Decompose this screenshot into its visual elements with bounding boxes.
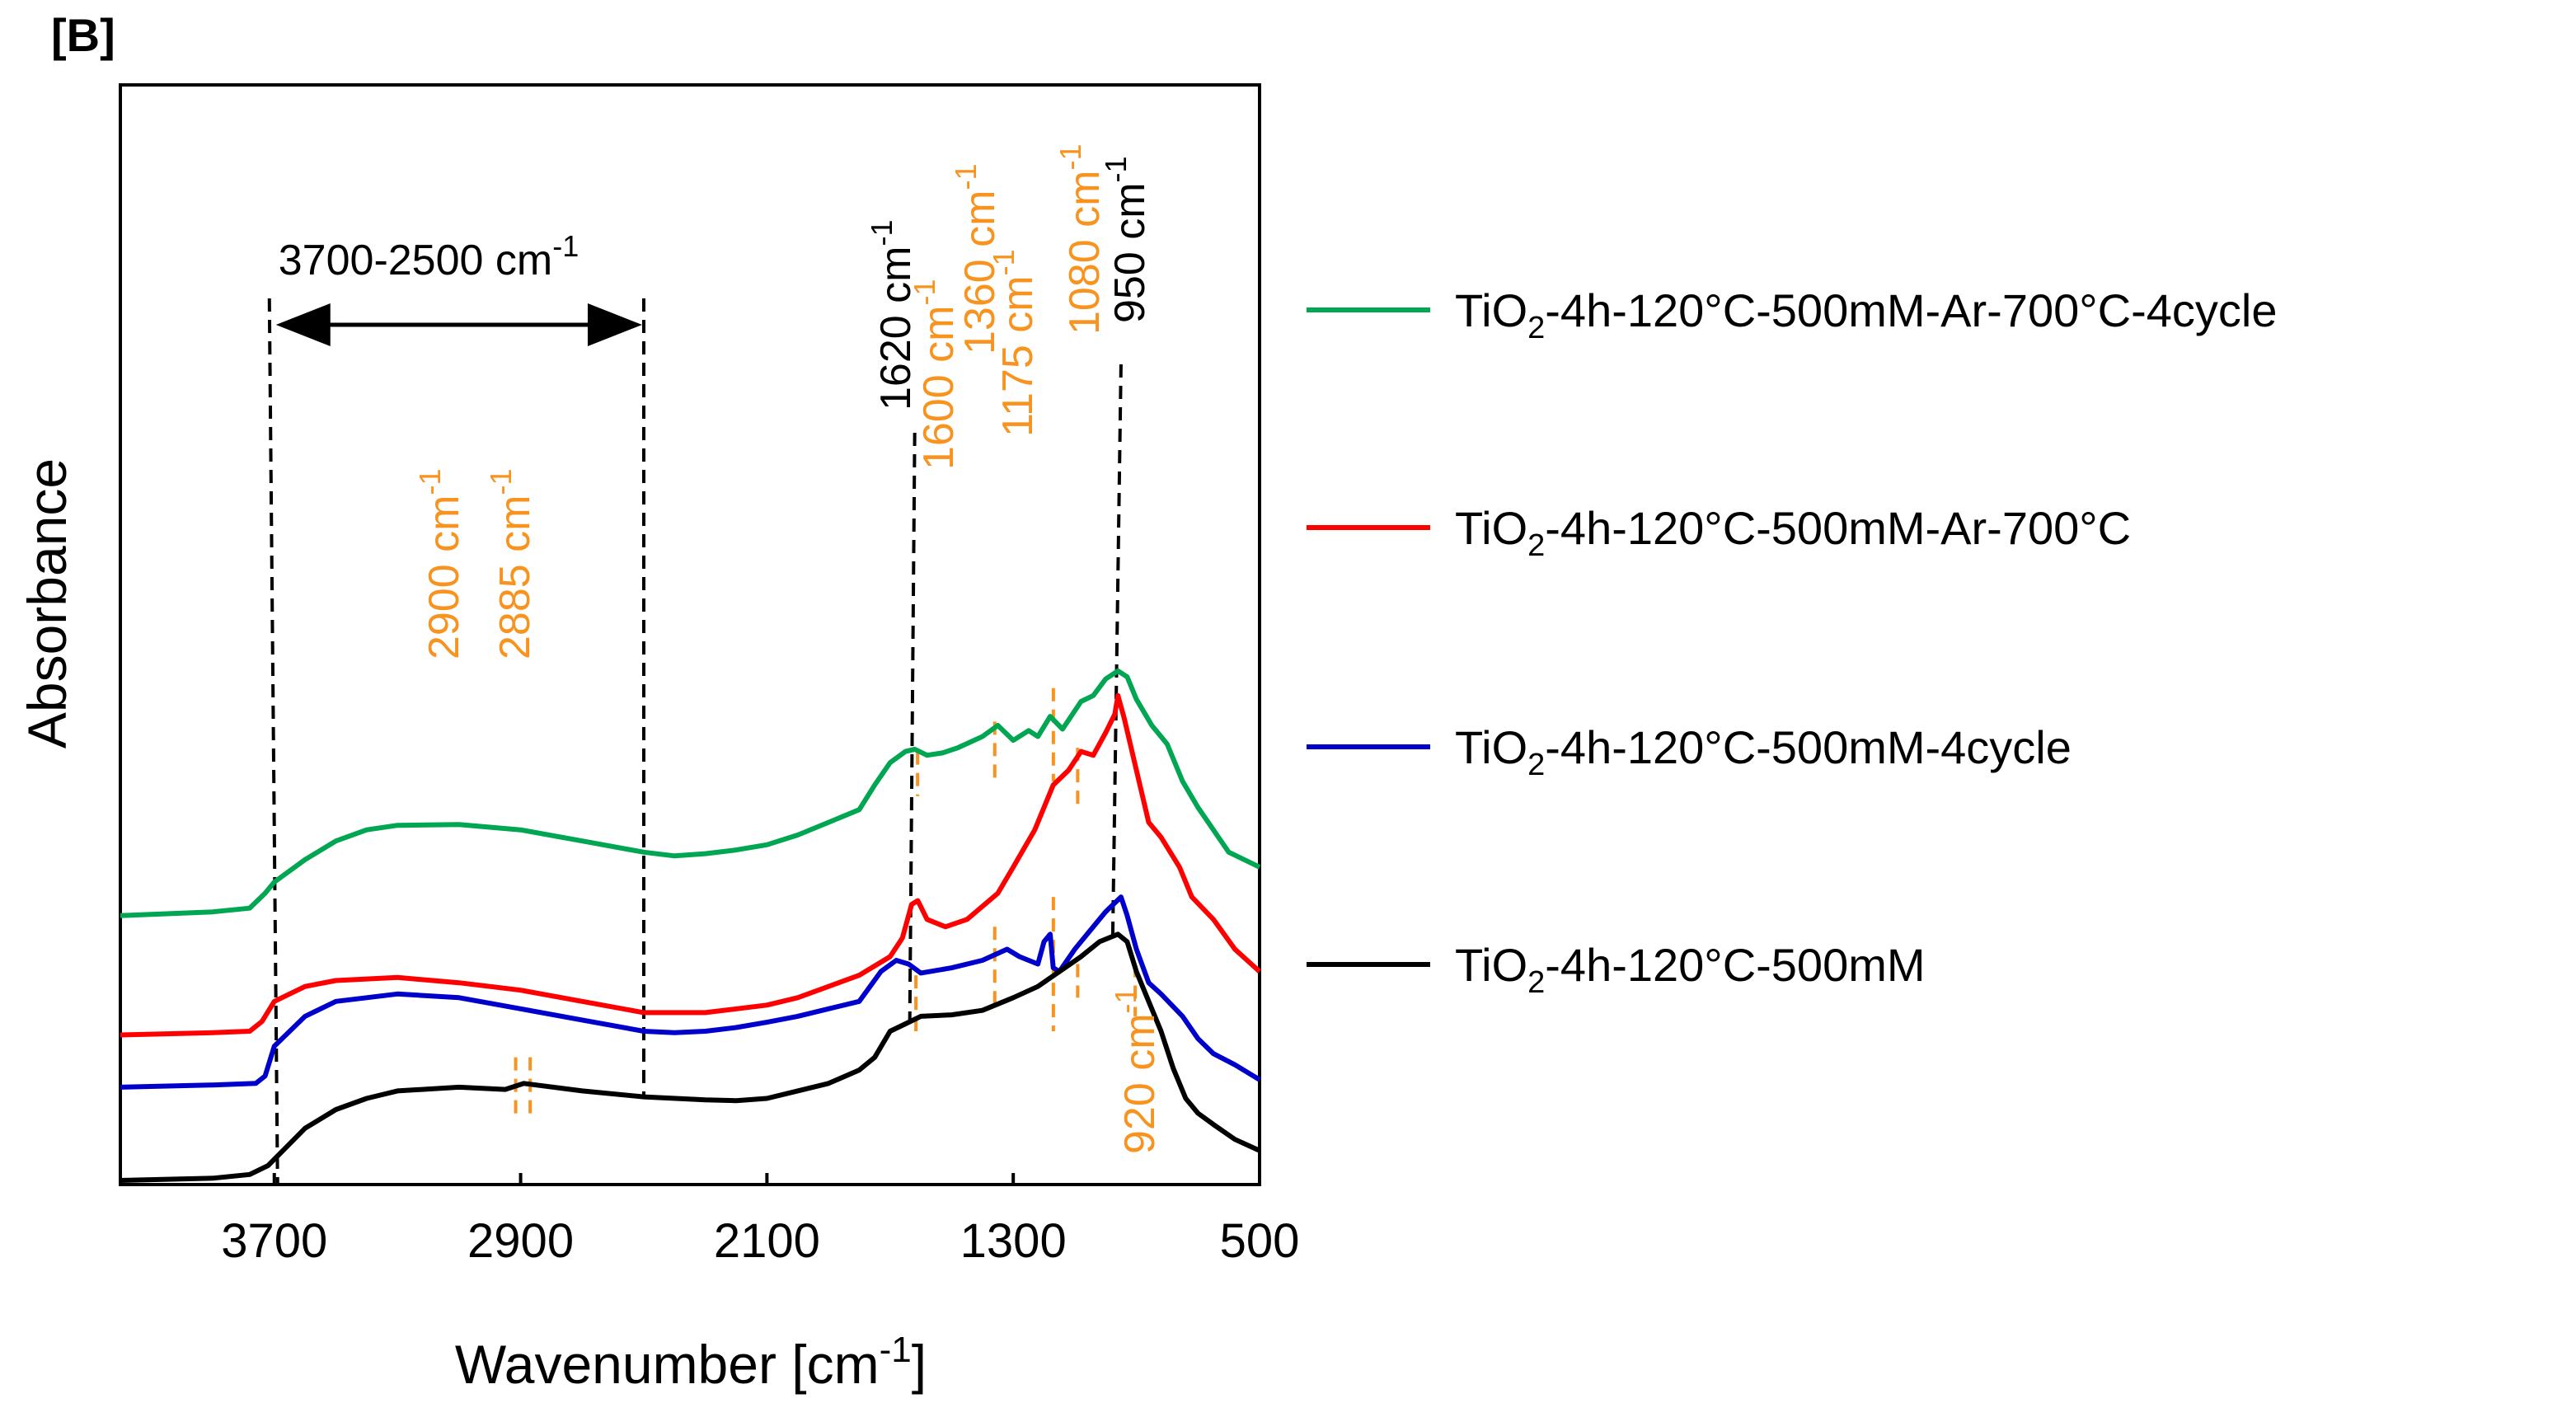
panel-label: [B] — [51, 9, 115, 61]
x-tick-label: 1300 — [960, 1214, 1067, 1268]
legend-label-1: TiO2-4h-120°C-500mM-Ar-700°C-4cycle — [1455, 284, 2277, 345]
annotation-950: 950 cm-1 — [1099, 156, 1154, 323]
guide-1620 — [908, 432, 917, 1021]
series-line-1 — [120, 668, 1261, 918]
annotation-1175: 1175 cm-1 — [987, 249, 1042, 437]
x-axis-label: Wavenumber [cm-1] — [455, 1330, 927, 1395]
legend-label-2: TiO2-4h-120°C-500mM-Ar-700°C — [1455, 502, 2131, 563]
annotation-1080: 1080 cm-1 — [1053, 144, 1109, 335]
legend: TiO2-4h-120°C-500mM-Ar-700°C-4cycle TiO2-… — [1307, 284, 2277, 1000]
y-axis-label: Absorbance — [16, 458, 77, 748]
plot-frame — [119, 83, 1261, 1186]
series-line-3 — [120, 894, 1261, 1090]
series-lines — [120, 668, 1262, 1183]
x-axis-label-sup: -1 — [880, 1330, 912, 1370]
legend-label-3: TiO2-4h-120°C-500mM-4cycle — [1455, 721, 2072, 782]
range-guide-left — [267, 298, 279, 1185]
range-arrow-head-left — [275, 303, 331, 346]
series-line-4 — [120, 931, 1261, 1183]
annotation-1600: 1600 cm-1 — [908, 279, 963, 470]
x-tick-label: 500 — [1220, 1214, 1300, 1268]
x-tick-label: 2900 — [467, 1214, 574, 1268]
x-axis-ticks: 3700 2900 2100 1300 500 — [221, 1173, 1299, 1268]
annotation-guides — [267, 298, 1138, 1185]
annotation-1360: 1360 cm-1 — [949, 164, 1004, 354]
x-tick-label: 3700 — [221, 1214, 327, 1268]
range-label: 3700-2500 cm-1 — [279, 229, 579, 284]
legend-label-4: TiO2-4h-120°C-500mM — [1455, 939, 1926, 1000]
annotation-920: 920 cm-1 — [1109, 987, 1164, 1154]
annotation-1620: 1620 cm-1 — [865, 220, 920, 411]
range-arrow-head-right — [587, 303, 642, 346]
x-tick-label: 2100 — [714, 1214, 820, 1268]
annotation-2885: 2885 cm-1 — [484, 469, 539, 659]
annotation-2900: 2900 cm-1 — [413, 469, 468, 659]
series-line-2 — [120, 692, 1262, 1038]
guide-950 — [1110, 364, 1123, 935]
